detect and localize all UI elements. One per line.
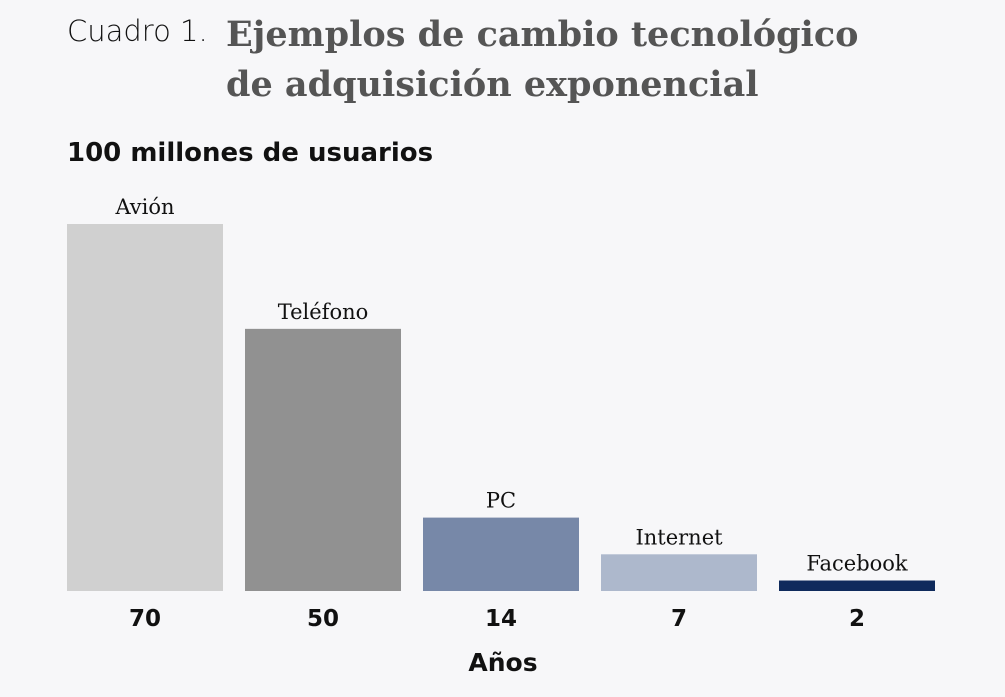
value-label: 2 — [849, 606, 865, 632]
bar-0 — [67, 224, 223, 591]
bar-2 — [423, 517, 579, 591]
bar-1 — [245, 328, 401, 591]
title-line-2: de adquisición exponencial — [226, 64, 759, 105]
category-label: Internet — [635, 525, 723, 549]
chart-title: Ejemplos de cambio tecnológico de adquis… — [226, 10, 859, 110]
title-prefix: Cuadro 1. — [67, 14, 208, 48]
bar-3 — [601, 554, 757, 591]
category-label: Facebook — [806, 552, 908, 576]
category-label: Teléfono — [278, 300, 369, 324]
value-label: 14 — [485, 606, 517, 632]
x-axis-label: Años — [468, 648, 537, 677]
value-label: 7 — [671, 606, 687, 632]
category-label: PC — [486, 489, 516, 513]
value-label: 50 — [307, 606, 339, 632]
bar-4 — [779, 580, 935, 591]
chart-subtitle: 100 millones de usuarios — [67, 138, 434, 168]
category-label: Avión — [114, 195, 174, 219]
title-line-1: Ejemplos de cambio tecnológico — [226, 14, 859, 55]
value-label: 70 — [129, 606, 161, 632]
